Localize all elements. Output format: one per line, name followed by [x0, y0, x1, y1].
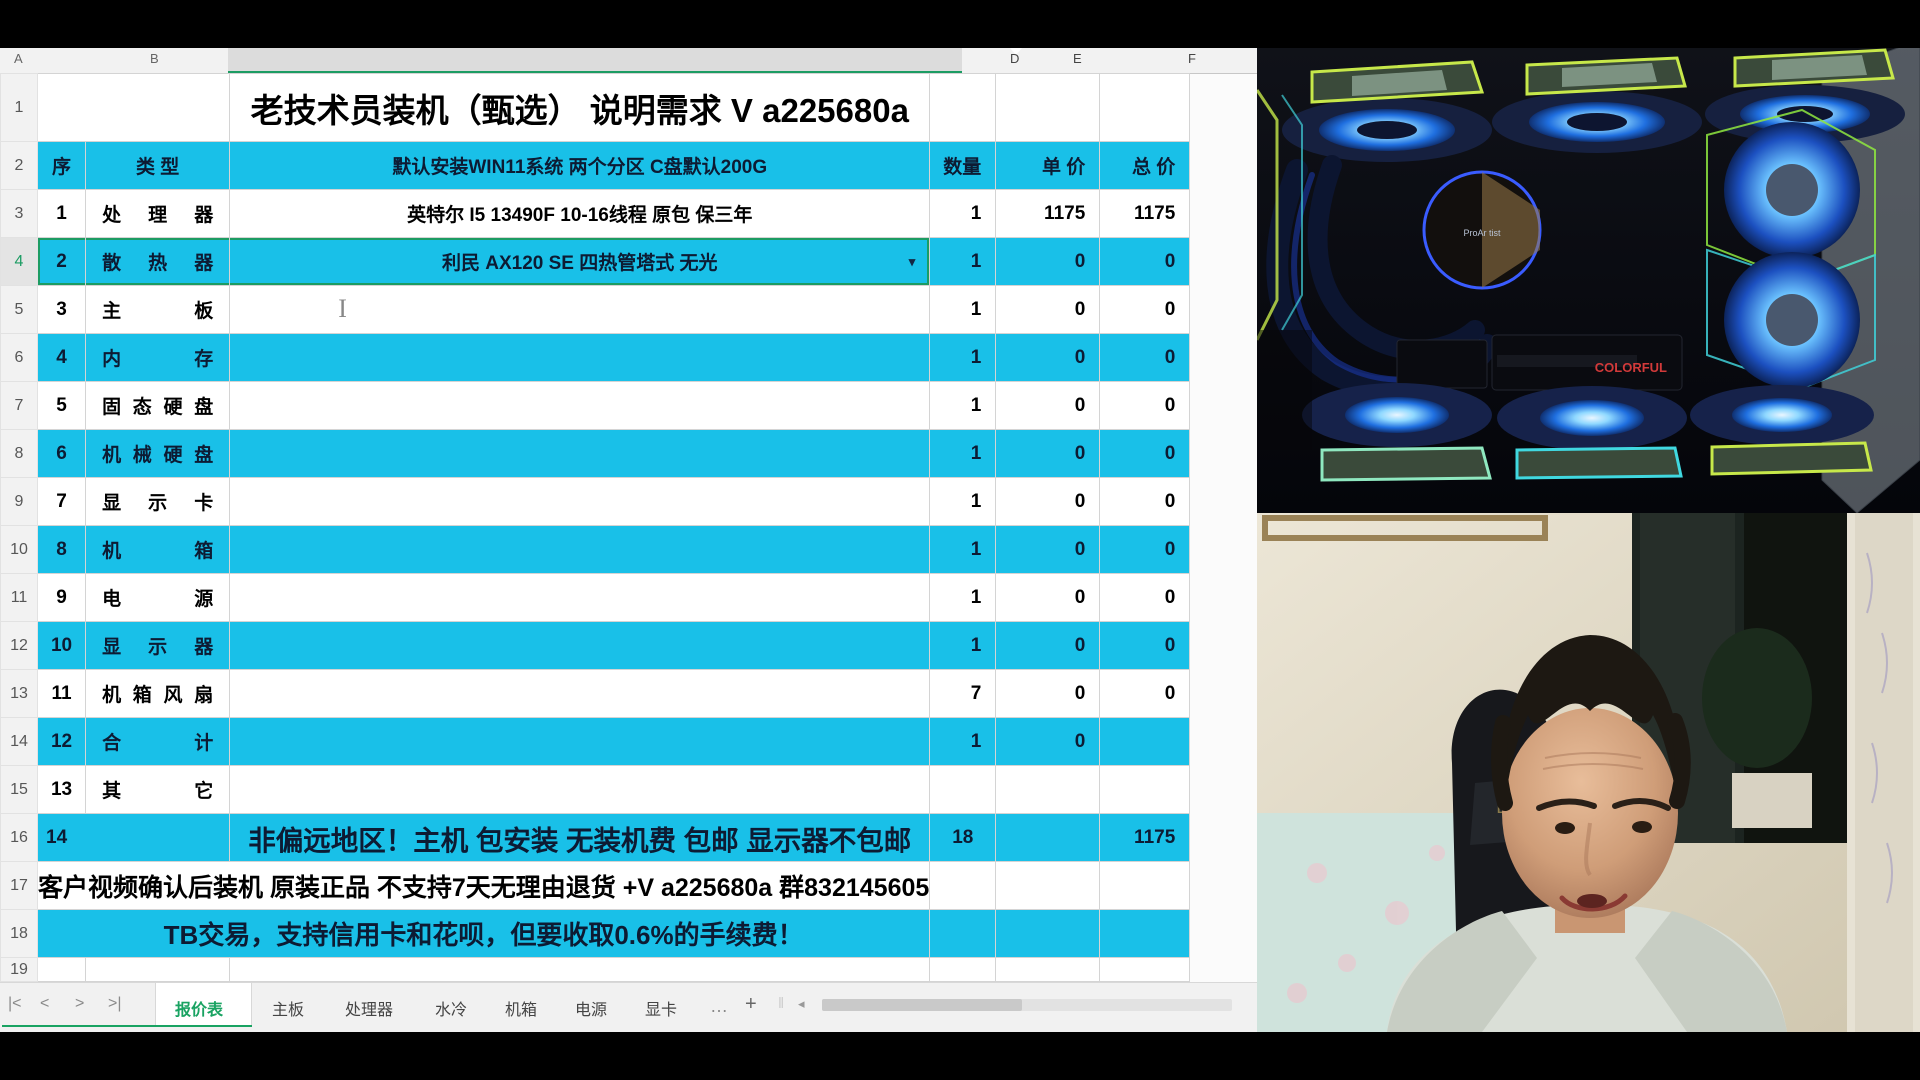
- svg-text:COLORFUL: COLORFUL: [1595, 360, 1667, 375]
- svg-text:ProAr tist: ProAr tist: [1463, 228, 1501, 238]
